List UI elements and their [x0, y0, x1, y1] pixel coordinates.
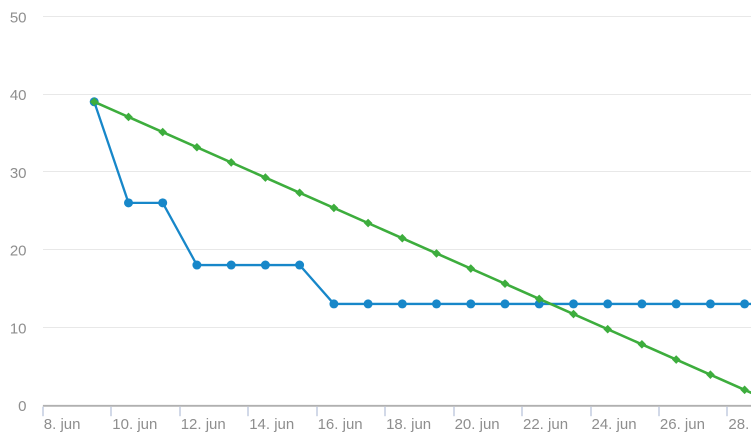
- svg-text:16. jun: 16. jun: [318, 416, 363, 433]
- svg-text:20. jun: 20. jun: [455, 416, 500, 433]
- svg-text:28. jun: 28. jun: [728, 416, 751, 433]
- svg-text:20: 20: [10, 243, 27, 260]
- svg-text:26. jun: 26. jun: [660, 416, 705, 433]
- svg-text:22. jun: 22. jun: [523, 416, 568, 433]
- svg-text:0: 0: [18, 398, 26, 415]
- svg-text:10: 10: [10, 320, 27, 337]
- svg-text:18. jun: 18. jun: [386, 416, 431, 433]
- svg-text:24. jun: 24. jun: [592, 416, 637, 433]
- svg-text:40: 40: [10, 87, 27, 104]
- svg-text:12. jun: 12. jun: [181, 416, 226, 433]
- svg-text:14. jun: 14. jun: [249, 416, 294, 433]
- svg-text:10. jun: 10. jun: [112, 416, 157, 433]
- svg-text:30: 30: [10, 165, 27, 182]
- svg-text:8. jun: 8. jun: [44, 416, 81, 433]
- svg-text:50: 50: [10, 9, 27, 26]
